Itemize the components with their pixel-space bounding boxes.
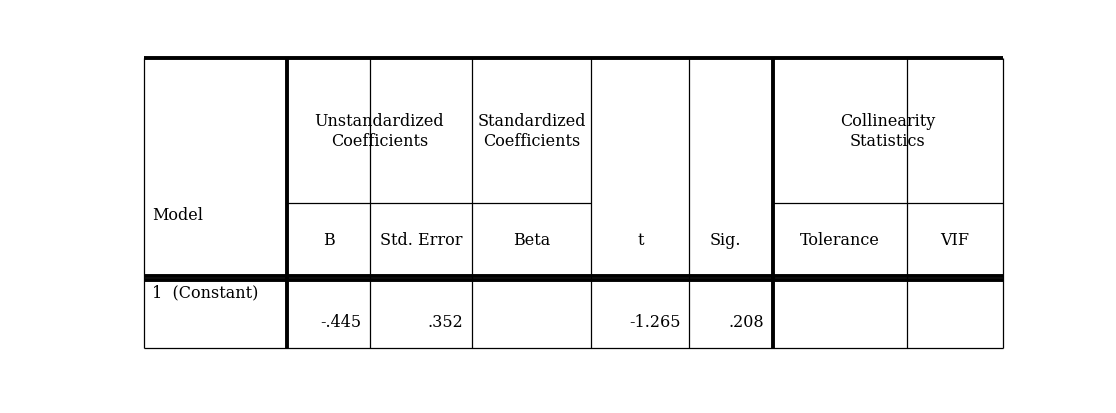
Text: Unstandardized
Coefficients: Unstandardized Coefficients	[315, 113, 444, 150]
Text: B: B	[323, 232, 335, 249]
Text: .208: .208	[729, 313, 764, 330]
Text: -1.265: -1.265	[629, 313, 681, 330]
Text: VIF: VIF	[940, 232, 969, 249]
Text: Standardized
Coefficients: Standardized Coefficients	[478, 113, 586, 150]
Text: Tolerance: Tolerance	[800, 232, 879, 249]
Text: .352: .352	[427, 313, 463, 330]
Text: Std. Error: Std. Error	[379, 232, 462, 249]
Text: Sig.: Sig.	[710, 232, 741, 249]
Text: -.445: -.445	[320, 313, 362, 330]
Text: 1  (Constant): 1 (Constant)	[153, 284, 259, 301]
Text: t: t	[637, 232, 644, 249]
Text: Collinearity
Statistics: Collinearity Statistics	[840, 113, 935, 150]
Text: Model: Model	[153, 207, 203, 224]
Text: Beta: Beta	[513, 232, 550, 249]
